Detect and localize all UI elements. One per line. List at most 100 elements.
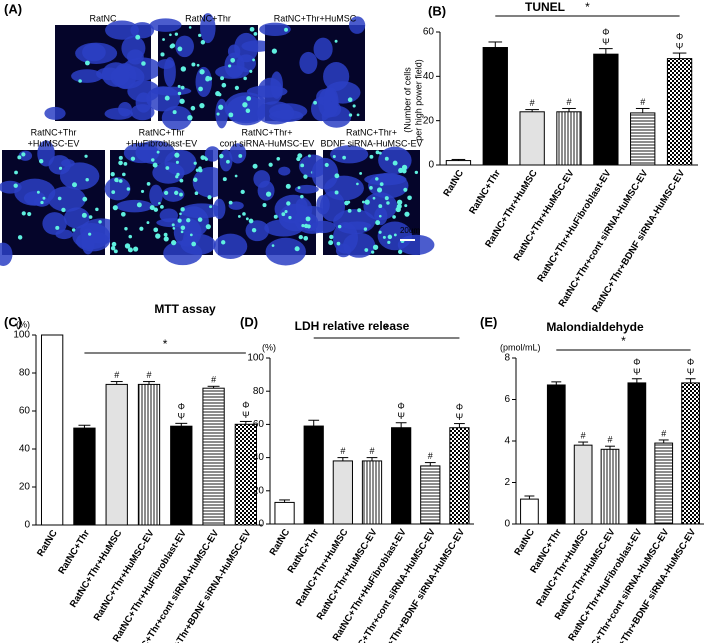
significance-mark: #: [340, 446, 345, 456]
stained-nucleus: [370, 250, 375, 254]
stained-nucleus: [128, 234, 133, 239]
stained-nucleus: [151, 158, 155, 162]
x-tick-label: RatNC+Thr+BDNF siRNA-HuMSC-EV: [601, 527, 699, 643]
significance-mark: #: [428, 451, 433, 461]
stained-nucleus: [242, 212, 246, 216]
micrograph-label: RatNC+Thr+: [346, 127, 397, 137]
y-tick-label: 60: [19, 406, 31, 417]
stained-nucleus: [300, 194, 304, 199]
stained-nucleus: [216, 112, 220, 116]
bar: [654, 442, 674, 525]
bar: [170, 425, 193, 526]
stained-nucleus: [199, 103, 205, 109]
stained-nucleus: [180, 230, 184, 234]
stained-nucleus: [336, 241, 341, 246]
tissue-blob: [44, 106, 66, 120]
stained-nucleus: [253, 32, 258, 36]
significance-mark: Φ: [687, 357, 694, 367]
error-bar: [454, 423, 465, 428]
chart-title: TUNEL: [525, 0, 565, 14]
stained-nucleus: [193, 177, 198, 183]
tissue-blob: [294, 184, 319, 194]
tissue-blob: [105, 20, 139, 40]
bar: [361, 460, 383, 525]
bar: [593, 53, 619, 166]
stained-nucleus: [386, 201, 390, 205]
stained-nucleus: [221, 82, 227, 88]
significance-mark: Ψ: [242, 410, 250, 420]
bar: [546, 384, 566, 525]
tissue-blob: [23, 191, 46, 206]
stained-nucleus: [149, 205, 155, 211]
significance-mark: Φ: [456, 402, 463, 412]
stained-nucleus: [88, 232, 92, 236]
micrograph: [104, 140, 229, 266]
stained-nucleus: [122, 172, 126, 177]
bar: [73, 427, 96, 526]
stained-nucleus: [222, 177, 227, 182]
stained-nucleus: [334, 173, 340, 179]
stained-nucleus: [356, 182, 359, 186]
tissue-blob: [323, 87, 339, 118]
stained-nucleus: [118, 179, 123, 183]
stained-nucleus: [180, 225, 186, 231]
tissue-blob: [47, 186, 86, 212]
stained-nucleus: [234, 174, 238, 178]
significance-mark: Φ: [602, 27, 609, 37]
stained-nucleus: [162, 38, 165, 41]
bar: [391, 427, 412, 525]
tissue-blob: [228, 201, 244, 210]
micrograph-label: RatNC+Thr+HuMSC: [274, 13, 357, 23]
error-bar: [395, 422, 407, 428]
tissue-blob: [104, 107, 134, 120]
stained-nucleus: [372, 244, 379, 250]
stained-nucleus: [141, 61, 146, 66]
stained-nucleus: [382, 235, 386, 239]
tissue-blob: [101, 62, 130, 87]
stained-nucleus: [114, 177, 119, 183]
stained-nucleus: [39, 159, 44, 164]
stained-nucleus: [58, 166, 63, 170]
stained-nucleus: [271, 48, 278, 54]
stained-nucleus: [209, 205, 213, 209]
tissue-blob: [163, 240, 203, 266]
error-bar: [578, 441, 589, 446]
x-tick-label: RatNC+Thr+HuMSC-EV: [92, 528, 157, 623]
scale-bar-label: 20um: [400, 226, 420, 235]
bar: [681, 382, 700, 525]
stained-nucleus: [252, 163, 258, 169]
error-bar: [524, 495, 535, 500]
tissue-blob: [299, 51, 318, 74]
significance-mark: #: [146, 370, 151, 380]
stained-nucleus: [347, 208, 352, 213]
stained-nucleus: [378, 151, 382, 155]
stained-nucleus: [352, 104, 356, 108]
stained-nucleus: [407, 195, 412, 201]
stained-nucleus: [392, 160, 398, 166]
stained-nucleus: [375, 177, 379, 181]
stained-nucleus: [111, 190, 116, 194]
bar: [600, 448, 620, 525]
chart-title: MTT assay: [154, 302, 216, 316]
tissue-blob: [150, 86, 192, 96]
stained-nucleus: [305, 216, 311, 222]
bar: [420, 465, 441, 525]
stained-nucleus: [118, 155, 123, 160]
stained-nucleus: [85, 177, 89, 182]
x-tick-label: RatNC: [441, 168, 466, 199]
tissue-blob: [149, 184, 163, 207]
tissue-blob: [178, 206, 209, 238]
stained-nucleus: [179, 192, 183, 197]
tissue-blob: [278, 166, 291, 176]
stained-nucleus: [98, 220, 102, 224]
y-tick-label: 0: [428, 160, 434, 171]
significance-mark: Φ: [676, 31, 683, 41]
tissue-blob: [161, 105, 192, 131]
significance-mark: #: [661, 428, 666, 438]
stained-nucleus: [191, 62, 196, 67]
bar: [666, 58, 693, 166]
stained-nucleus: [285, 183, 291, 189]
bar: [520, 498, 539, 525]
stained-nucleus: [398, 167, 404, 173]
micrograph: [310, 145, 435, 258]
